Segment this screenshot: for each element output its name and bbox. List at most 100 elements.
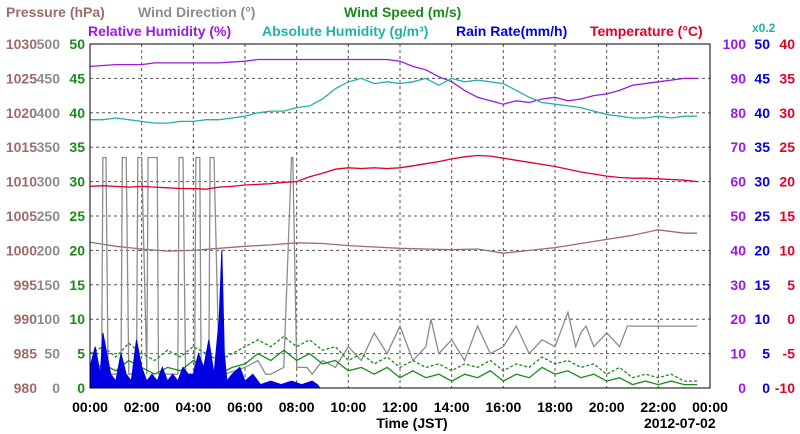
y-tick-rain-rate: 20	[754, 242, 770, 258]
x-tick-label: 08:00	[279, 399, 315, 415]
y-tick-wind-direction: 50	[44, 346, 60, 362]
legend-absolute-humidity: Absolute Humidity (g/m³)	[262, 23, 428, 39]
y-tick-rain-rate: 30	[754, 174, 770, 190]
y-tick-temperature: 0	[787, 311, 795, 327]
y-tick-rain-rate: 45	[754, 70, 770, 86]
y-tick-pressure: 1015	[6, 139, 37, 155]
y-tick-pressure: 1030	[6, 36, 37, 52]
y-tick-temperature: 10	[779, 242, 795, 258]
y-tick-wind-speed: 50	[69, 36, 85, 52]
plot-frame	[89, 43, 711, 389]
grid	[90, 44, 710, 388]
series-rain-rate-mm-h	[89, 250, 321, 389]
x-tick-label: 16:00	[485, 399, 521, 415]
y-tick-wind-direction: 250	[37, 208, 61, 224]
series-relative-humidity	[89, 58, 698, 105]
y-tick-wind-direction: 100	[37, 311, 61, 327]
y-tick-wind-speed: 25	[69, 208, 85, 224]
y-tick-wind-direction: 0	[52, 380, 60, 396]
y-tick-wind-speed: 35	[69, 139, 85, 155]
y-tick-wind-direction: 500	[37, 36, 61, 52]
legend-pressure: Pressure (hPa)	[6, 4, 105, 20]
y-tick-pressure: 1000	[6, 242, 37, 258]
y-tick-wind-direction: 150	[37, 277, 61, 293]
x-tick-label: 06:00	[227, 399, 263, 415]
y-tick-rain-rate: 40	[754, 105, 770, 121]
x-tick-label: 02:00	[124, 399, 160, 415]
series-wind-speed-m-s	[89, 335, 698, 382]
y-tick-wind-speed: 30	[69, 174, 85, 190]
y-tick-wind-direction: 400	[37, 105, 61, 121]
y-tick-pressure: 990	[14, 311, 38, 327]
legend-wind-direction: Wind Direction (°)	[138, 4, 255, 20]
y-tick-pressure: 995	[14, 277, 38, 293]
y-tick-wind-speed: 40	[69, 105, 85, 121]
y-tick-relative-humidity: 90	[730, 70, 746, 86]
y-tick-rain-rate: 10	[754, 311, 770, 327]
series-pressure-hpa	[89, 229, 698, 254]
y-tick-temperature: 20	[779, 174, 795, 190]
y-tick-wind-direction: 200	[37, 242, 61, 258]
series-absolute-humidity-g-m	[90, 77, 698, 124]
x-tick-label: 10:00	[330, 399, 366, 415]
y-tick-temperature: -10	[775, 380, 795, 396]
y-tick-relative-humidity: 100	[723, 36, 747, 52]
y-tick-pressure: 1025	[6, 70, 37, 86]
y-tick-wind-direction: 350	[37, 139, 61, 155]
y-tick-rain-rate: 5	[762, 346, 770, 362]
y-tick-wind-speed: 15	[69, 277, 85, 293]
y-tick-wind-direction: 450	[37, 70, 61, 86]
y-tick-temperature: 35	[779, 70, 795, 86]
y-tick-rain-rate: 50	[754, 36, 770, 52]
y-tick-rain-rate: 15	[754, 277, 770, 293]
y-tick-relative-humidity: 70	[730, 139, 746, 155]
y-tick-relative-humidity: 0	[738, 380, 746, 396]
y-tick-temperature: 40	[779, 36, 795, 52]
y-tick-wind-speed: 45	[69, 70, 85, 86]
y-tick-relative-humidity: 20	[730, 311, 746, 327]
x-tick-label: 20:00	[589, 399, 625, 415]
series-temperature-c	[89, 154, 698, 190]
legend-relative-humidity: Relative Humidity (%)	[88, 23, 231, 39]
y-tick-wind-speed: 5	[77, 346, 85, 362]
axis-ticks: 9809859909951000100510101015102010251030…	[6, 36, 795, 415]
legend-temperature: Temperature (°C)	[590, 23, 703, 39]
y-tick-relative-humidity: 50	[730, 208, 746, 224]
x-tick-label: 00:00	[692, 399, 728, 415]
x-tick-label: 18:00	[537, 399, 573, 415]
legend-scale-note: x0.2	[752, 21, 776, 35]
date-label: 2012-07-02	[644, 415, 716, 431]
x-tick-label: 00:00	[72, 399, 108, 415]
legend: Pressure (hPa) Wind Direction (°) Wind S…	[6, 4, 776, 39]
x-axis-label: Time (JST)	[376, 415, 447, 431]
y-tick-relative-humidity: 80	[730, 105, 746, 121]
y-tick-relative-humidity: 60	[730, 174, 746, 190]
plot-series	[89, 58, 698, 389]
y-tick-wind-speed: 20	[69, 242, 85, 258]
y-tick-rain-rate: 0	[762, 380, 770, 396]
y-tick-pressure: 985	[14, 346, 38, 362]
y-tick-temperature: 5	[787, 277, 795, 293]
x-tick-label: 04:00	[175, 399, 211, 415]
y-tick-relative-humidity: 30	[730, 277, 746, 293]
y-tick-temperature: -5	[783, 346, 796, 362]
y-tick-pressure: 1010	[6, 174, 37, 190]
y-tick-rain-rate: 35	[754, 139, 770, 155]
y-tick-wind-speed: 10	[69, 311, 85, 327]
y-tick-wind-speed: 0	[77, 380, 85, 396]
legend-rain-rate: Rain Rate(mm/h)	[456, 23, 567, 39]
x-tick-label: 12:00	[382, 399, 418, 415]
series-wind-direction	[90, 156, 698, 376]
y-tick-relative-humidity: 40	[730, 242, 746, 258]
y-tick-relative-humidity: 10	[730, 346, 746, 362]
y-tick-temperature: 30	[779, 105, 795, 121]
y-tick-wind-direction: 300	[37, 174, 61, 190]
y-tick-rain-rate: 25	[754, 208, 770, 224]
y-tick-temperature: 15	[779, 208, 795, 224]
y-tick-pressure: 1005	[6, 208, 37, 224]
y-tick-pressure: 980	[14, 380, 38, 396]
x-tick-label: 14:00	[434, 399, 470, 415]
x-tick-label: 22:00	[640, 399, 676, 415]
y-tick-pressure: 1020	[6, 105, 37, 121]
legend-wind-speed: Wind Speed (m/s)	[344, 4, 461, 20]
